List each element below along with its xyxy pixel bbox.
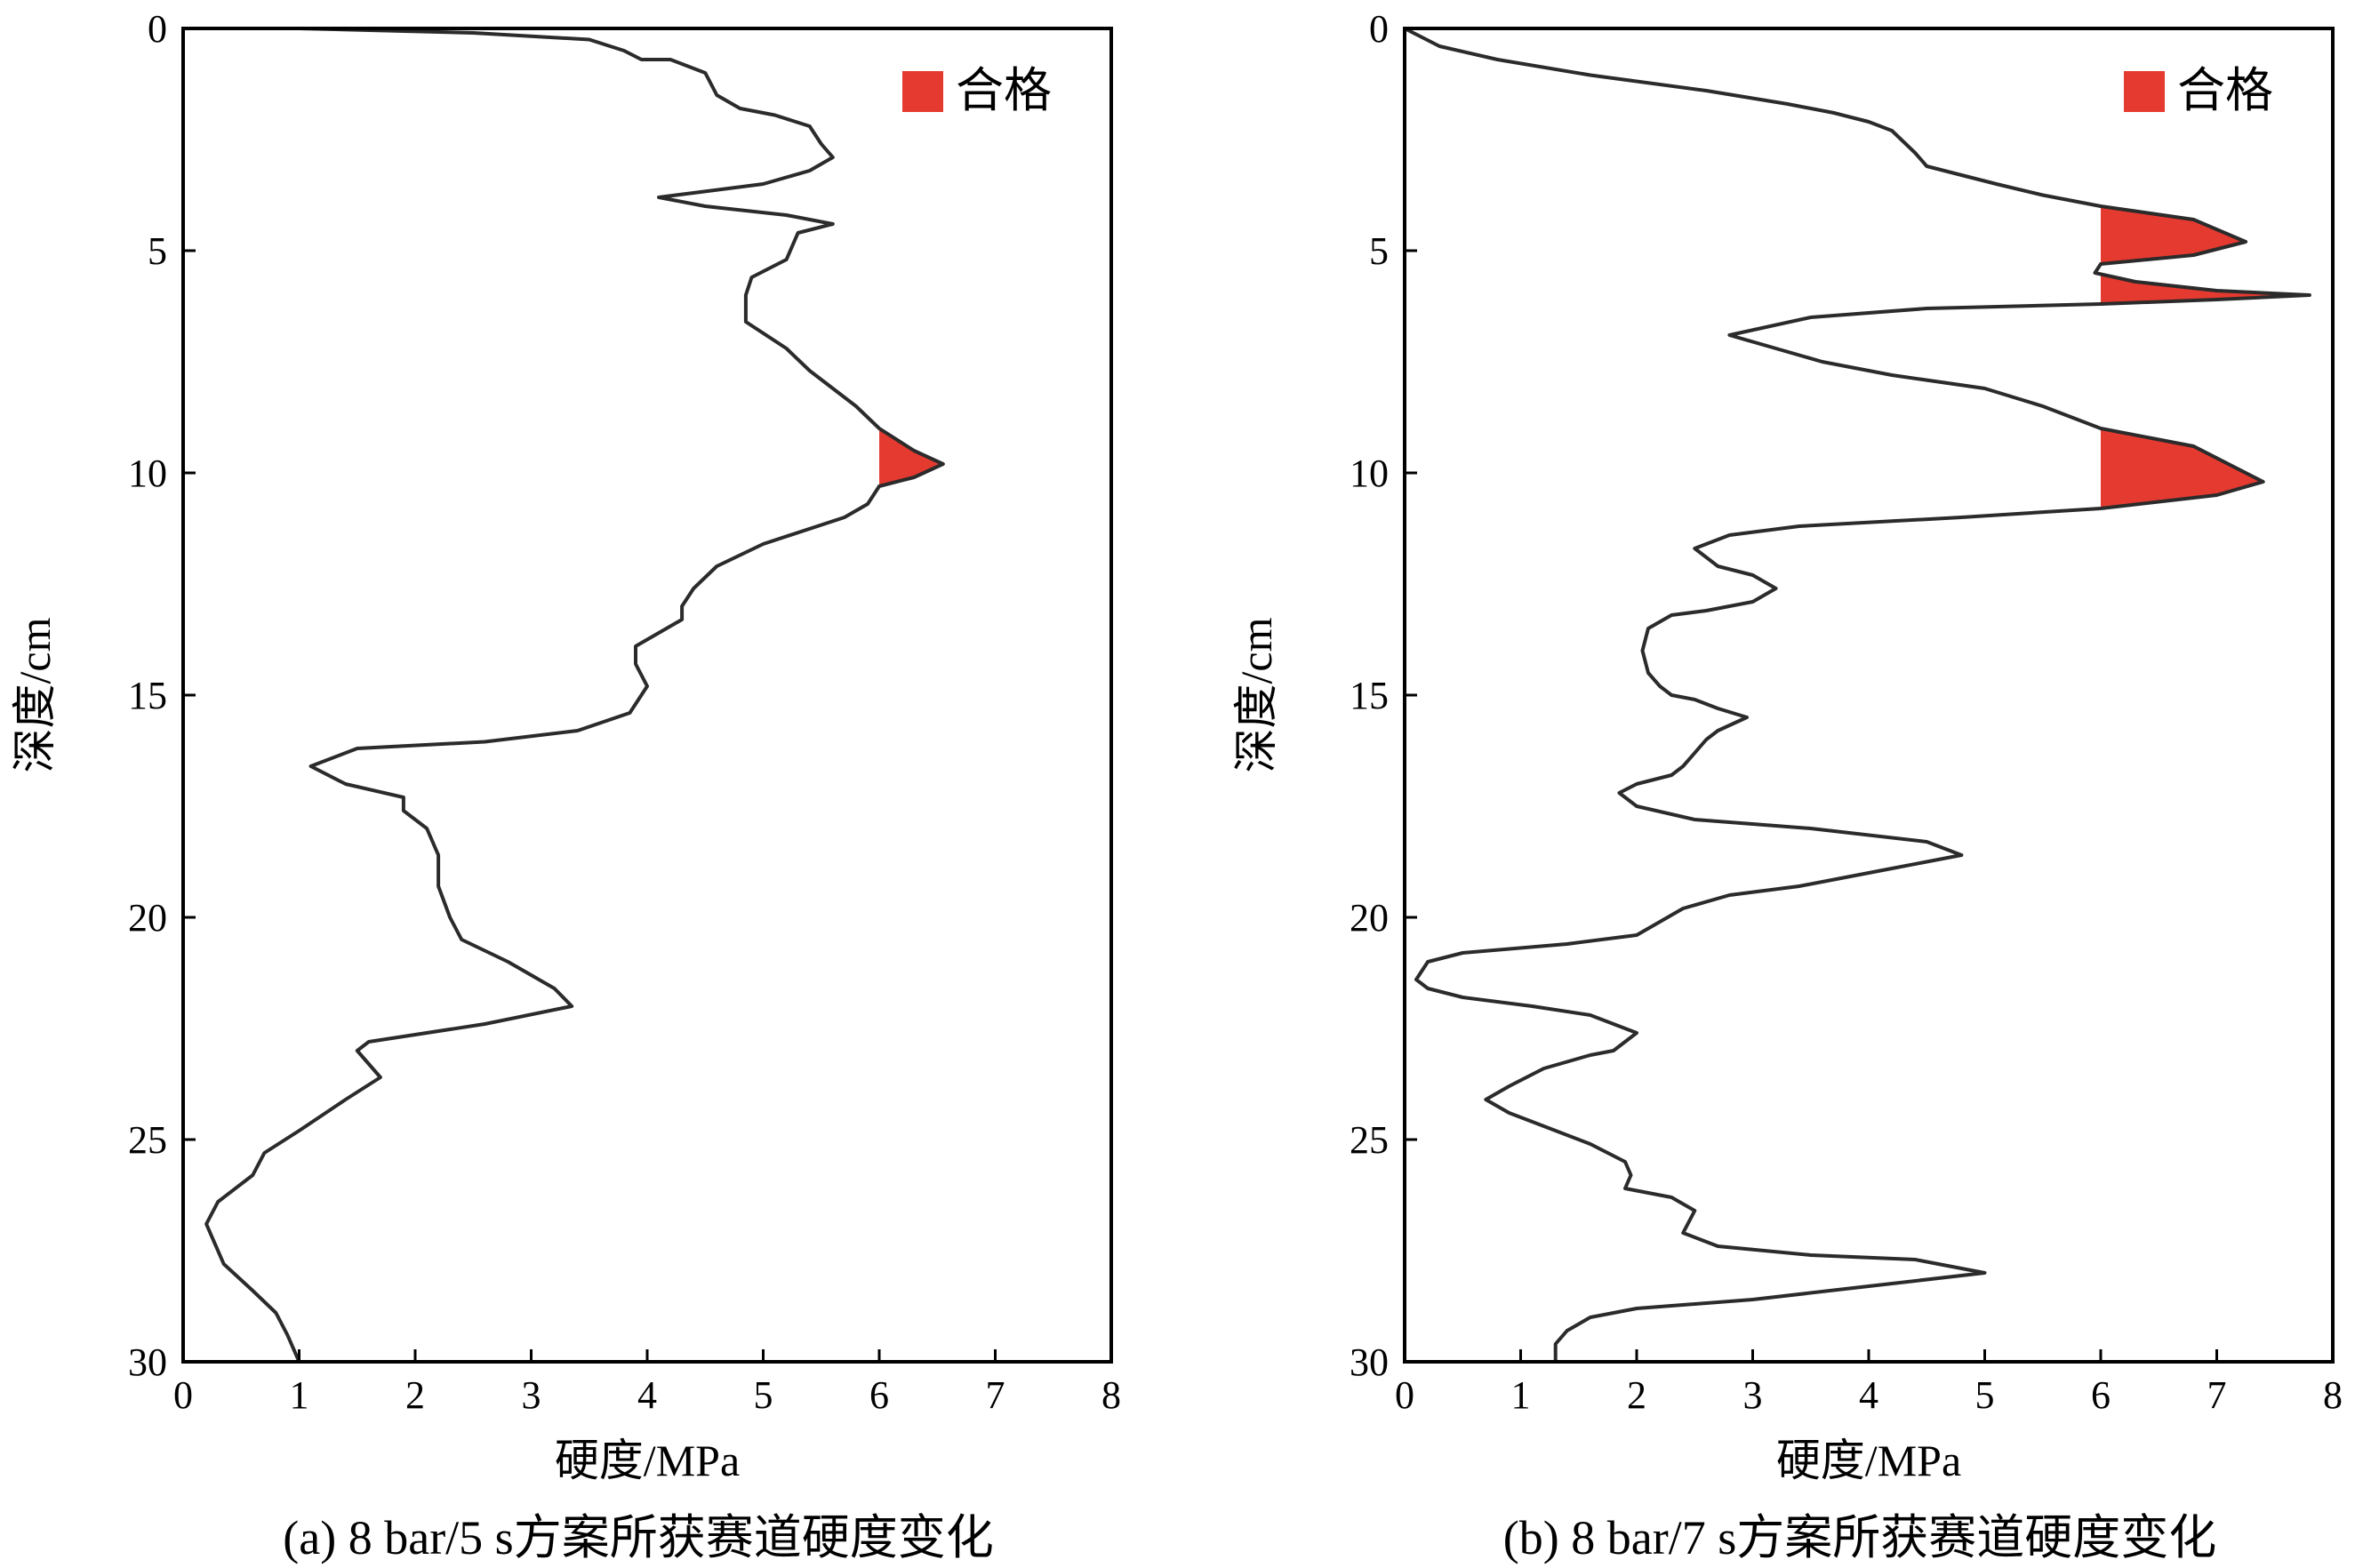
y-tick-label: 5 bbox=[1369, 229, 1389, 273]
x-tick-label: 3 bbox=[522, 1373, 541, 1417]
y-tick-label: 20 bbox=[1350, 896, 1389, 940]
x-tick-label: 8 bbox=[2323, 1373, 2343, 1417]
x-tick-label: 2 bbox=[405, 1373, 425, 1417]
x-tick-label: 1 bbox=[1511, 1373, 1531, 1417]
legend-label: 合格 bbox=[956, 64, 1052, 117]
x-tick-label: 2 bbox=[1627, 1373, 1646, 1417]
hardness-curve bbox=[204, 27, 945, 1363]
x-tick-label: 0 bbox=[173, 1373, 193, 1417]
y-tick-label: 10 bbox=[1350, 452, 1389, 495]
y-tick-label: 5 bbox=[148, 229, 167, 273]
x-tick-label: 4 bbox=[637, 1373, 657, 1417]
x-tick-label: 6 bbox=[2091, 1373, 2111, 1417]
panel-a: 0 1 2 3 4 5 6 7 8 0 5 10 15 20 25 30 硬度/MPa 深度/cm 合格 (a) 8 … bbox=[10, 7, 1121, 1564]
qualified-region bbox=[879, 428, 942, 491]
qualified-region bbox=[2101, 206, 2295, 304]
panel-b: 0 1 2 3 4 5 6 7 8 0 5 10 15 20 25 30 硬度/MPa 深度/cm 合格 (b) 8 … bbox=[1231, 7, 2343, 1564]
y-tick-label: 30 bbox=[128, 1340, 167, 1384]
plot-frame bbox=[181, 27, 1113, 1364]
y-tick-label: 30 bbox=[1350, 1340, 1389, 1384]
x-tick-label: 8 bbox=[1101, 1373, 1121, 1417]
x-tick-label: 6 bbox=[869, 1373, 889, 1417]
x-axis-label: 硬度/MPa bbox=[555, 1436, 740, 1485]
x-tick-label: 7 bbox=[2207, 1373, 2227, 1417]
x-tick-label: 4 bbox=[1859, 1373, 1878, 1417]
hardness-curve bbox=[1404, 27, 2311, 1362]
legend-swatch bbox=[902, 71, 943, 112]
y-tick-label: 15 bbox=[128, 674, 167, 717]
y-tick-label: 15 bbox=[1350, 674, 1389, 717]
qualified-region bbox=[2101, 428, 2263, 508]
legend-swatch bbox=[2124, 71, 2165, 112]
legend-label: 合格 bbox=[2177, 64, 2273, 117]
chart-caption: (b) 8 bar/7 s方案所获赛道硬度变化 bbox=[1503, 1511, 2216, 1564]
x-axis-label: 硬度/MPa bbox=[1776, 1436, 1961, 1485]
x-tick-label: 0 bbox=[1395, 1373, 1414, 1417]
y-tick-label: 0 bbox=[148, 7, 167, 51]
chart-caption: (a) 8 bar/5 s方案所获赛道硬度变化 bbox=[283, 1511, 993, 1564]
x-tick-label: 5 bbox=[754, 1373, 773, 1417]
y-tick-label: 0 bbox=[1369, 7, 1389, 51]
y-tick-label: 10 bbox=[128, 452, 167, 495]
y-axis-label: 深度/cm bbox=[1231, 617, 1281, 772]
y-tick-label: 25 bbox=[128, 1118, 167, 1162]
x-tick-label: 7 bbox=[986, 1373, 1005, 1417]
y-tick-label: 20 bbox=[128, 896, 167, 940]
x-tick-label: 1 bbox=[290, 1373, 309, 1417]
x-tick-label: 3 bbox=[1743, 1373, 1763, 1417]
y-axis-label: 深度/cm bbox=[10, 617, 60, 772]
y-tick-label: 25 bbox=[1350, 1118, 1389, 1162]
x-tick-label: 5 bbox=[1975, 1373, 1995, 1417]
